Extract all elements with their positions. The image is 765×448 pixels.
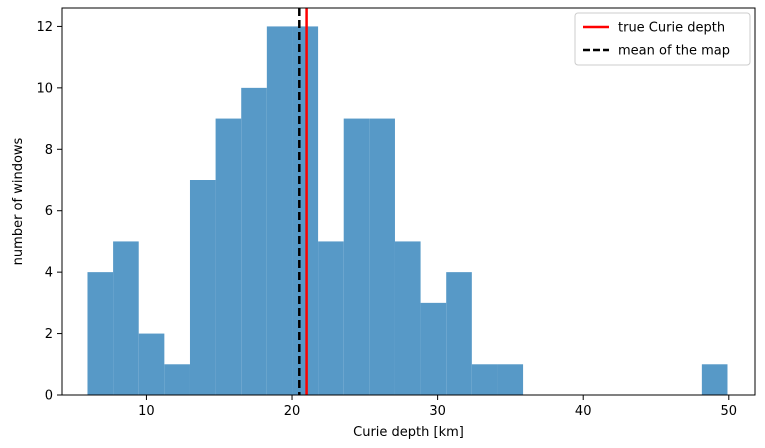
legend-entry: mean of the map [618, 44, 730, 59]
histogram-bar [87, 272, 114, 395]
y-tick-label: 4 [45, 266, 53, 281]
y-tick-label: 0 [45, 389, 53, 404]
x-tick-label: 50 [721, 404, 738, 419]
y-axis: 0 2 4 6 8 10 12 [36, 20, 62, 404]
reference-lines [298, 8, 308, 395]
x-tick-label: 20 [284, 404, 301, 419]
histogram-bar [113, 241, 139, 395]
x-tick-label: 40 [575, 404, 592, 419]
histogram-bar [343, 118, 370, 396]
histogram-bars [87, 26, 728, 396]
histogram-bar [241, 87, 267, 395]
plot-frame [61, 7, 756, 396]
histogram-bar [215, 118, 242, 396]
y-tick-label: 2 [45, 327, 53, 342]
histogram-bar [497, 364, 524, 395]
y-tick-label: 6 [45, 204, 53, 219]
x-tick-label: 10 [138, 404, 155, 419]
histogram-bar [446, 272, 472, 395]
histogram-bar [394, 241, 421, 395]
legend-entry: true Curie depth [618, 21, 725, 36]
histogram-bar [369, 118, 395, 396]
histogram-bar [471, 364, 498, 395]
x-axis: 10 20 30 40 50 [138, 395, 737, 419]
histogram-bar [164, 364, 190, 395]
x-tick-label: 30 [429, 404, 446, 419]
y-tick-label: 12 [36, 20, 53, 35]
legend: true Curie depth mean of the map [574, 12, 751, 66]
histogram-bar [266, 26, 293, 396]
histogram-bar [318, 241, 344, 395]
y-tick-label: 10 [36, 81, 53, 96]
histogram-bar [420, 302, 447, 395]
legend-box [574, 12, 751, 66]
x-axis-label: Curie depth [km] [353, 425, 464, 440]
histogram-bar [701, 364, 728, 395]
y-tick-label: 8 [45, 143, 53, 158]
histogram-bar [292, 26, 319, 396]
histogram-bar [138, 333, 165, 395]
y-axis-label: number of windows [11, 137, 26, 265]
histogram-bar [189, 180, 216, 395]
